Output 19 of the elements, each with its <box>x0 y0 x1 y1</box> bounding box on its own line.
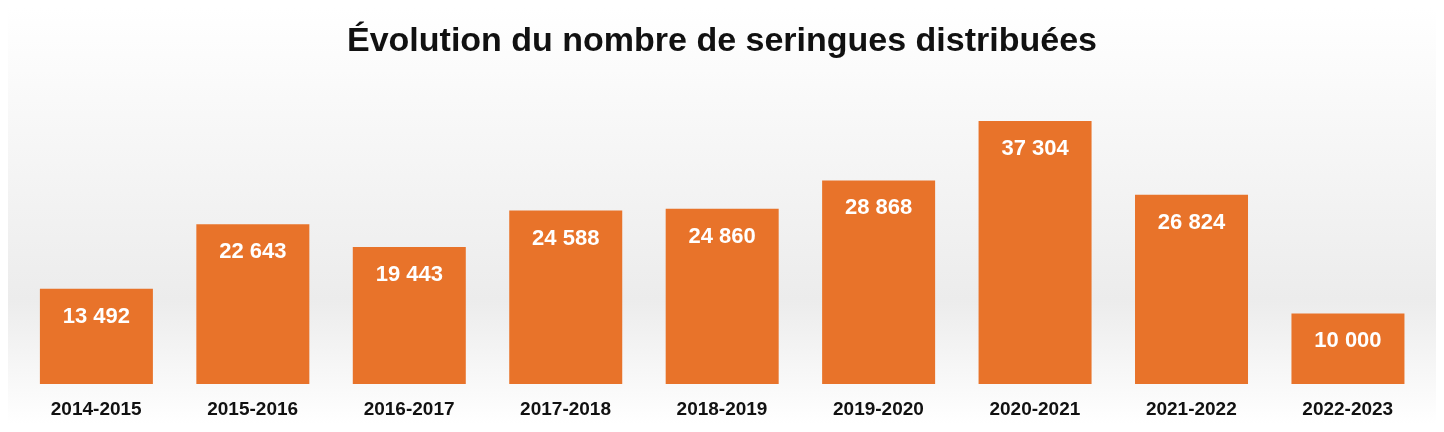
data-label: 28 868 <box>844 194 913 220</box>
data-label: 26 824 <box>1157 208 1226 234</box>
data-label: 24 588 <box>532 224 600 250</box>
data-label: 37 304 <box>1001 134 1070 160</box>
x-tick-label: 2017-2018 <box>520 398 611 420</box>
data-label: 10 000 <box>1314 327 1382 353</box>
x-tick-label: 2016-2017 <box>363 398 455 420</box>
chart-title: Évolution du nombre de seringues distribuées <box>346 19 1098 60</box>
x-tick-label: 2018-2019 <box>676 398 768 420</box>
x-tick-label: 2019-2020 <box>833 398 924 420</box>
data-label: 24 860 <box>688 222 756 248</box>
data-label: 22 643 <box>219 238 287 264</box>
x-tick-label: 2021-2022 <box>1145 398 1237 420</box>
x-tick-label: 2014-2015 <box>50 398 143 420</box>
data-label: 13 492 <box>62 302 131 328</box>
data-label: 19 443 <box>375 260 443 286</box>
x-tick-label: 2020-2021 <box>989 398 1081 420</box>
x-tick-label: 2015-2016 <box>207 398 299 420</box>
x-tick-label: 2022-2023 <box>1302 398 1394 420</box>
